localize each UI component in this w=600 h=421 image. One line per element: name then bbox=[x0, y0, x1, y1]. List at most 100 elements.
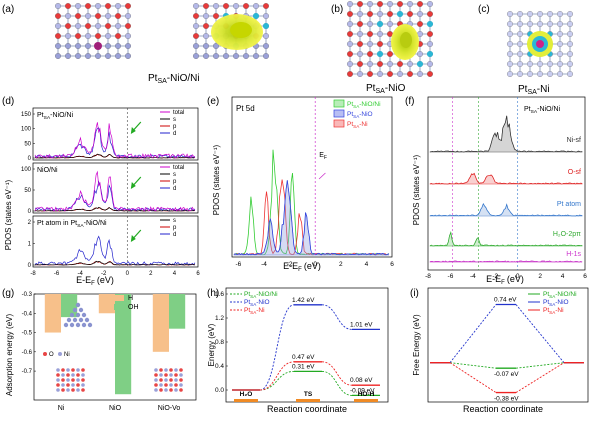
panel-c-caption: PtSA-Ni bbox=[518, 84, 550, 96]
lattice-atom bbox=[95, 53, 101, 59]
lattice-atom bbox=[223, 3, 229, 9]
energy-connector bbox=[259, 370, 295, 391]
stage-marker bbox=[296, 399, 320, 402]
lattice-atom bbox=[81, 368, 85, 372]
bar-H bbox=[98, 294, 115, 314]
trace-label: H-1s bbox=[566, 251, 581, 258]
x-tick-label: Ni bbox=[58, 405, 65, 412]
x-tick-label: 4 bbox=[173, 271, 177, 277]
lattice-atom bbox=[427, 31, 433, 37]
lattice-atom bbox=[66, 388, 70, 392]
stage-label: H₂O bbox=[240, 391, 253, 398]
lattice-atom bbox=[174, 378, 178, 382]
lattice-atom bbox=[179, 368, 183, 372]
lattice-atom bbox=[66, 378, 70, 382]
lattice-atom bbox=[263, 53, 269, 59]
energy-connector bbox=[449, 304, 497, 363]
lattice-atom bbox=[159, 373, 163, 377]
charge-density-cyan-b bbox=[397, 11, 403, 17]
energy-connector bbox=[515, 362, 565, 369]
legend-label: s bbox=[173, 218, 176, 224]
lattice-atom bbox=[407, 11, 413, 17]
lattice-atom bbox=[407, 71, 413, 77]
lattice-atom bbox=[164, 383, 168, 387]
pdos-trace bbox=[429, 231, 583, 247]
legend-label: PtSA-NiO bbox=[347, 111, 373, 119]
lattice-atom bbox=[65, 33, 71, 39]
y-tick-label: 150 bbox=[21, 112, 32, 118]
panel-i: (i) 0.74 eV-0.07 eV-0.38 eVPtSA-NiO/NiPt… bbox=[410, 287, 589, 414]
lattice-atom bbox=[547, 61, 553, 67]
legend-swatch bbox=[333, 119, 345, 128]
lattice-atom bbox=[85, 43, 91, 49]
lattice-atom bbox=[517, 51, 523, 57]
lattice-atom bbox=[557, 41, 563, 47]
ni-atom bbox=[78, 307, 84, 313]
panel-h-axes: 1.6 1.2 0.8 0.4 0.0 0.31 eV -0.09 eV 1.42 eV 1.0… bbox=[215, 287, 389, 403]
lattice-atom bbox=[357, 1, 363, 7]
legend-label: s bbox=[173, 172, 176, 178]
lattice-atom bbox=[154, 373, 158, 377]
lattice-atom bbox=[203, 13, 209, 19]
y-tick-label: -0.4 bbox=[22, 311, 33, 317]
panel-e-xlabel: E-EF (eV) bbox=[283, 261, 321, 273]
lattice-atom bbox=[203, 23, 209, 29]
lattice-atom bbox=[193, 53, 199, 59]
legend-label: d bbox=[173, 232, 176, 238]
ni-atom bbox=[69, 322, 75, 328]
legend-label: p bbox=[173, 225, 177, 231]
legend-dot-o bbox=[43, 352, 47, 356]
lattice-atom bbox=[76, 373, 80, 377]
plot-frame bbox=[427, 287, 589, 403]
lattice-atom bbox=[547, 71, 553, 77]
lattice-atom bbox=[213, 43, 219, 49]
panel-g-letter: (g) bbox=[2, 288, 14, 299]
lattice-atom bbox=[567, 41, 573, 47]
x-tick-label: -4 bbox=[261, 261, 267, 268]
lattice-atom bbox=[387, 71, 393, 77]
lattice-atom bbox=[61, 383, 65, 387]
lattice-atom bbox=[233, 3, 239, 9]
lattice-atom bbox=[174, 388, 178, 392]
lattice-atom bbox=[75, 13, 81, 19]
lattice-atom bbox=[193, 23, 199, 29]
lattice-atom bbox=[347, 31, 353, 37]
lattice-atom bbox=[347, 1, 353, 7]
y-tick-label: 50 bbox=[24, 188, 31, 194]
lattice-atom bbox=[169, 388, 173, 392]
x-tick-label: 2 bbox=[339, 261, 343, 268]
y-tick-label: 0.4 bbox=[215, 363, 224, 370]
lattice-atom bbox=[61, 378, 65, 382]
lattice-atom bbox=[243, 53, 249, 59]
ni-atom bbox=[66, 317, 72, 323]
lattice-atom bbox=[193, 13, 199, 19]
lattice-atom bbox=[71, 378, 75, 382]
y-tick-label: 0 bbox=[28, 156, 32, 162]
lattice-atom bbox=[164, 378, 168, 382]
lattice-atom bbox=[567, 71, 573, 77]
subplot-frame bbox=[32, 215, 199, 268]
pdos-trace-total bbox=[34, 122, 196, 159]
lattice-atom bbox=[517, 41, 523, 47]
panel-g-axes: -0.3 -0.4 -0.5 -0.6 -0.7 Ni NiO NiO-Vo H OH O Ni bbox=[22, 292, 197, 412]
pt-atom-a bbox=[94, 42, 102, 50]
lattice-atom bbox=[557, 71, 563, 77]
lattice-atom bbox=[75, 43, 81, 49]
lattice-atom bbox=[547, 11, 553, 17]
lattice-atom bbox=[75, 53, 81, 59]
lattice-atom bbox=[115, 53, 121, 59]
y-tick-label: -0.7 bbox=[22, 369, 33, 375]
arrow-head bbox=[130, 182, 136, 189]
lattice-atom bbox=[125, 43, 131, 49]
y-tick-label: 0.0 bbox=[215, 387, 224, 394]
x-tick-label: -8 bbox=[425, 273, 431, 280]
lattice-atom bbox=[76, 378, 80, 382]
energy-label: 1.42 eV bbox=[292, 297, 315, 304]
energy-label: 0.47 eV bbox=[292, 354, 315, 361]
crystal-thumbnail-ni bbox=[63, 302, 93, 328]
x-tick-label: -2 bbox=[101, 271, 107, 277]
lattice-atom bbox=[76, 368, 80, 372]
pdos-trace bbox=[233, 180, 389, 256]
